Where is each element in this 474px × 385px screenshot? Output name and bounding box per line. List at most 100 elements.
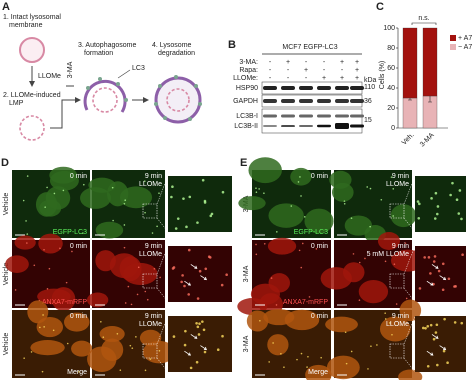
channel-label: EGFP-LC3 bbox=[53, 229, 87, 236]
treatment-label: LLOMe: bbox=[233, 75, 258, 82]
puncta bbox=[153, 267, 156, 270]
bracket bbox=[411, 22, 437, 25]
y-tick-label: 20 bbox=[387, 105, 395, 112]
puncta bbox=[135, 336, 137, 338]
puncta bbox=[434, 331, 438, 334]
puncta bbox=[350, 217, 353, 219]
puncta bbox=[255, 243, 257, 246]
cell bbox=[99, 326, 125, 342]
puncta bbox=[131, 347, 134, 349]
puncta bbox=[426, 324, 430, 328]
puncta bbox=[259, 319, 261, 322]
cell bbox=[80, 187, 111, 209]
puncta bbox=[185, 225, 188, 229]
puncta bbox=[393, 263, 396, 265]
legend-label: + A7 bbox=[458, 35, 472, 42]
puncta bbox=[457, 212, 461, 215]
puncta bbox=[435, 323, 439, 327]
autolysosome bbox=[154, 76, 202, 124]
puncta bbox=[43, 326, 45, 328]
puncta bbox=[127, 285, 130, 288]
cell bbox=[30, 339, 65, 356]
cell bbox=[399, 299, 422, 322]
sign: - bbox=[323, 59, 326, 66]
cell bbox=[325, 316, 358, 333]
puncta bbox=[59, 247, 61, 250]
arrow bbox=[439, 345, 447, 351]
band bbox=[317, 114, 331, 118]
puncta bbox=[14, 289, 17, 291]
sign: - bbox=[269, 67, 272, 74]
puncta bbox=[405, 297, 408, 300]
puncta bbox=[158, 349, 161, 352]
puncta bbox=[446, 361, 449, 364]
puncta bbox=[42, 314, 44, 316]
band bbox=[350, 99, 364, 103]
puncta bbox=[156, 225, 158, 228]
puncta bbox=[198, 322, 201, 325]
cell bbox=[38, 233, 63, 254]
puncta bbox=[344, 331, 347, 334]
zoom-guide bbox=[403, 217, 416, 233]
puncta bbox=[435, 212, 439, 216]
phagophore bbox=[83, 79, 127, 113]
cell bbox=[358, 279, 389, 304]
puncta bbox=[436, 363, 439, 367]
time-label: 0 min bbox=[70, 313, 87, 320]
zoom-guide bbox=[156, 287, 169, 303]
puncta bbox=[308, 296, 311, 298]
puncta bbox=[390, 176, 393, 178]
puncta bbox=[184, 329, 187, 333]
blot-label: LC3B-I bbox=[236, 113, 258, 120]
band bbox=[335, 114, 349, 118]
puncta bbox=[102, 336, 105, 338]
mw-marker: 110 bbox=[364, 84, 375, 91]
puncta bbox=[272, 342, 274, 344]
puncta bbox=[320, 356, 322, 359]
puncta bbox=[297, 181, 300, 183]
puncta bbox=[370, 345, 372, 348]
puncta bbox=[123, 246, 126, 249]
puncta bbox=[449, 193, 452, 197]
cell bbox=[64, 312, 90, 332]
zoom-guide bbox=[403, 357, 416, 373]
sign: - bbox=[341, 67, 344, 74]
channel-label: ANXA7-mRFP bbox=[283, 299, 328, 306]
cell bbox=[36, 316, 64, 338]
puncta bbox=[298, 249, 301, 252]
puncta bbox=[454, 285, 457, 288]
puncta bbox=[436, 205, 440, 208]
step-text: 1. Intact lysosomal bbox=[3, 14, 61, 21]
puncta bbox=[299, 176, 301, 178]
arrow bbox=[439, 275, 447, 281]
puncta bbox=[197, 333, 201, 336]
micrograph bbox=[168, 176, 232, 232]
puncta bbox=[384, 260, 387, 263]
puncta bbox=[137, 266, 140, 269]
puncta bbox=[433, 217, 437, 220]
puncta bbox=[366, 186, 368, 188]
sign: + bbox=[355, 75, 359, 82]
y-tick-label: 40 bbox=[387, 85, 395, 92]
band bbox=[263, 114, 277, 118]
cell bbox=[246, 310, 269, 332]
puncta bbox=[429, 323, 433, 327]
puncta bbox=[195, 360, 199, 364]
legend-label: − A7 bbox=[458, 44, 472, 51]
puncta bbox=[276, 231, 278, 233]
micrograph bbox=[168, 316, 232, 372]
marker: LC3 bbox=[132, 65, 145, 72]
puncta bbox=[390, 255, 393, 257]
blot-label: LC3B-II bbox=[234, 123, 258, 130]
cell bbox=[326, 355, 360, 380]
puncta bbox=[221, 190, 225, 194]
sign: - bbox=[287, 75, 290, 82]
band bbox=[335, 123, 349, 129]
arrow bbox=[200, 345, 208, 351]
puncta bbox=[255, 187, 257, 190]
puncta bbox=[201, 320, 204, 323]
channel-label: ANXA7-mRFP bbox=[42, 299, 87, 306]
puncta bbox=[116, 333, 119, 335]
